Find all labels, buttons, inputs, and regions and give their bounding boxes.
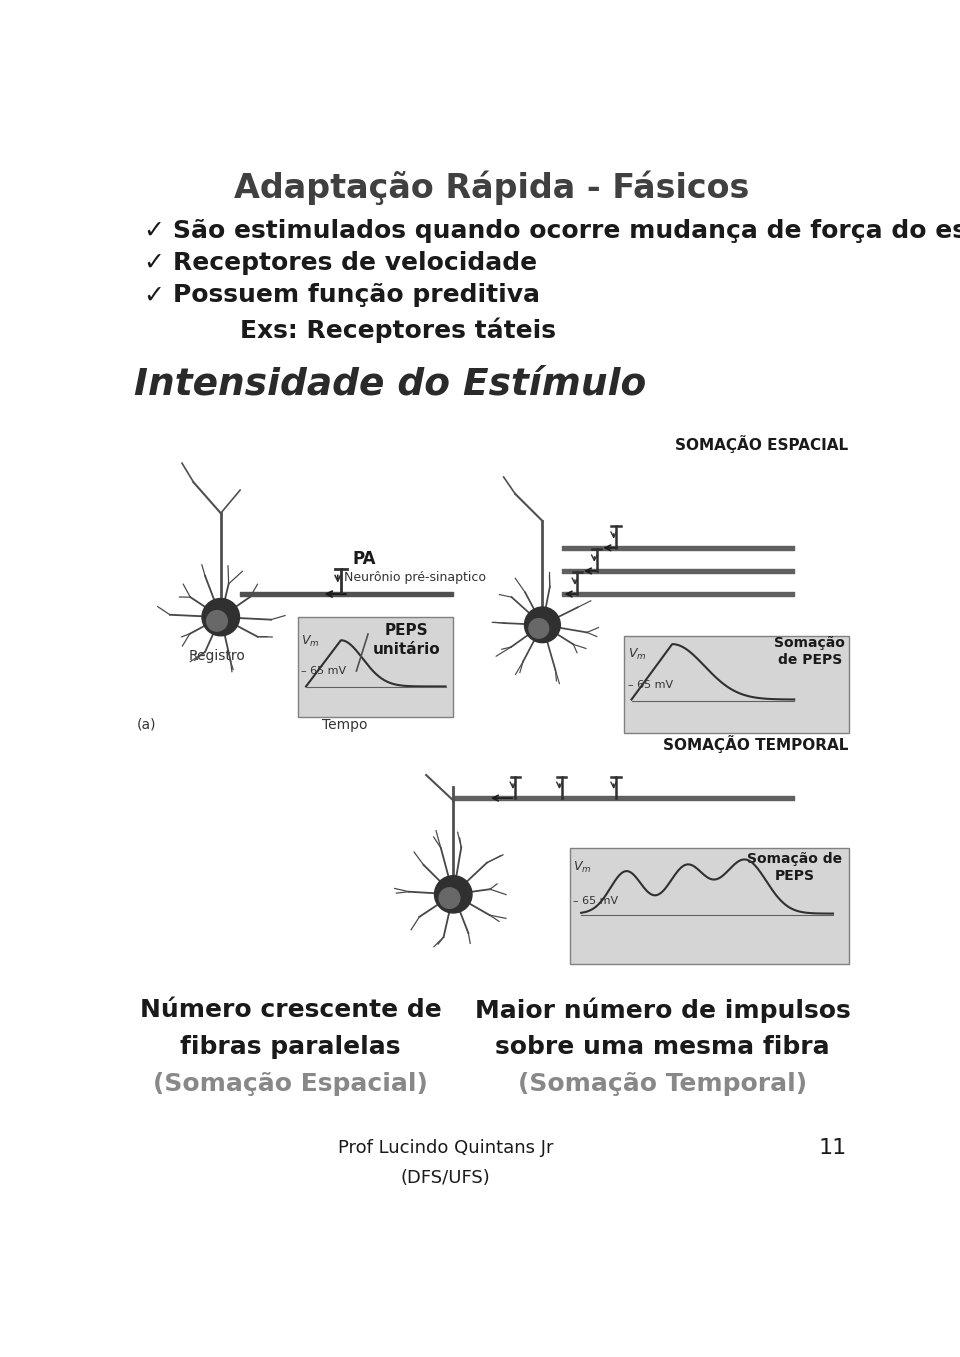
FancyBboxPatch shape: [299, 617, 453, 718]
Text: PA: PA: [352, 551, 376, 569]
Text: (DFS/UFS): (DFS/UFS): [400, 1168, 491, 1187]
Text: sobre uma mesma fibra: sobre uma mesma fibra: [495, 1035, 829, 1058]
Text: Maior número de impulsos: Maior número de impulsos: [474, 997, 851, 1023]
Circle shape: [202, 598, 239, 636]
Text: SOMAÇÃO ESPACIAL: SOMAÇÃO ESPACIAL: [676, 434, 849, 453]
Text: (Somação Temporal): (Somação Temporal): [518, 1072, 807, 1095]
Text: (a): (a): [137, 718, 156, 731]
Text: Possuem função preditiva: Possuem função preditiva: [173, 284, 540, 307]
Text: ✓: ✓: [143, 218, 164, 243]
Circle shape: [439, 887, 460, 908]
Text: SOMAÇÃO TEMPORAL: SOMAÇÃO TEMPORAL: [663, 735, 849, 753]
Text: – 65 mV: – 65 mV: [300, 666, 346, 676]
Circle shape: [524, 607, 561, 643]
Text: ✓: ✓: [143, 251, 164, 275]
Text: Somação de
PEPS: Somação de PEPS: [747, 852, 842, 883]
Text: $V_m$: $V_m$: [573, 860, 592, 875]
Text: PEPS
unitário: PEPS unitário: [372, 623, 441, 657]
Circle shape: [206, 611, 228, 631]
Text: Somação
de PEPS: Somação de PEPS: [775, 636, 845, 668]
Text: fibras paralelas: fibras paralelas: [180, 1035, 400, 1058]
FancyBboxPatch shape: [569, 848, 849, 963]
Text: Prof Lucindo Quintans Jr: Prof Lucindo Quintans Jr: [338, 1140, 553, 1158]
Text: Adaptação Rápida - Fásicos: Adaptação Rápida - Fásicos: [234, 170, 750, 205]
Circle shape: [435, 875, 472, 913]
Text: $V_m$: $V_m$: [628, 646, 646, 662]
Text: Registro: Registro: [188, 649, 246, 662]
Text: Número crescente de: Número crescente de: [139, 997, 442, 1022]
Text: – 65 mV: – 65 mV: [628, 680, 673, 689]
Text: $V_m$: $V_m$: [300, 634, 319, 650]
Text: Exs: Receptores táteis: Exs: Receptores táteis: [240, 318, 556, 343]
Text: Receptores de velocidade: Receptores de velocidade: [173, 251, 537, 275]
Text: (Somação Espacial): (Somação Espacial): [153, 1072, 428, 1095]
Text: Neurônio pré-sinaptico: Neurônio pré-sinaptico: [344, 570, 486, 584]
Text: São estimulados quando ocorre mudança de força do estímulo: São estimulados quando ocorre mudança de…: [173, 218, 960, 243]
Text: 11: 11: [819, 1139, 847, 1159]
FancyBboxPatch shape: [624, 636, 849, 733]
Text: Tempo: Tempo: [322, 718, 368, 731]
Text: Intensidade do Estímulo: Intensidade do Estímulo: [134, 366, 646, 403]
Text: ✓: ✓: [143, 284, 164, 307]
Circle shape: [529, 619, 549, 638]
Text: – 65 mV: – 65 mV: [573, 896, 618, 905]
